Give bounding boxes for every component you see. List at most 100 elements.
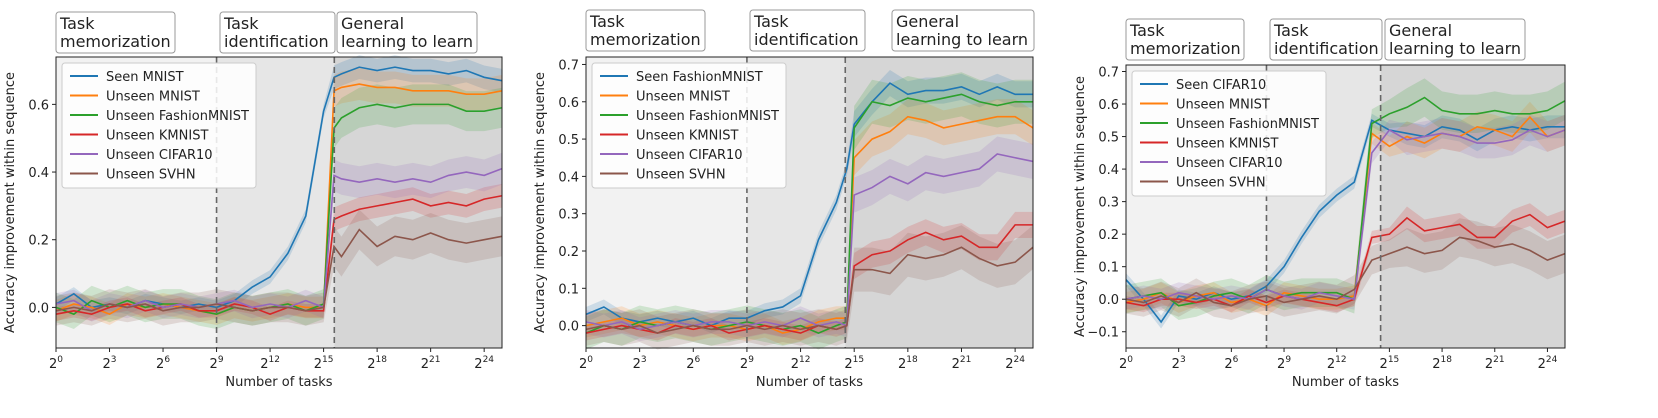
y-tick-label: 0.5 bbox=[558, 133, 579, 148]
phase-label-text: learning to learn bbox=[341, 32, 473, 51]
legend-entry: Unseen CIFAR10 bbox=[1176, 156, 1283, 171]
y-axis-label: Accuracy improvement within sequence bbox=[1073, 76, 1088, 337]
phase-label-box-1 bbox=[55, 11, 176, 54]
series-band-6 bbox=[586, 225, 1033, 350]
x-tick-label: 20 bbox=[579, 355, 593, 372]
x-tick-label: 23 bbox=[1172, 355, 1186, 372]
series-line-6 bbox=[585, 246, 1034, 334]
y-tick-label: 0.4 bbox=[558, 170, 579, 185]
x-tick-label: 26 bbox=[1224, 355, 1238, 372]
y-tick-label: 0.0 bbox=[558, 320, 579, 335]
series-band-1 bbox=[586, 70, 1033, 334]
y-tick-label: 0.6 bbox=[558, 96, 579, 111]
phase-label-text: Task bbox=[589, 12, 625, 31]
y-tick-label: 0.2 bbox=[558, 245, 579, 260]
x-tick-label: 221 bbox=[952, 355, 972, 372]
y-tick-label: 0.7 bbox=[558, 58, 579, 73]
phase-label-text: Task bbox=[1129, 21, 1165, 40]
legend-entry: Seen FashionMNIST bbox=[636, 70, 763, 85]
legend-entry: Unseen FashionMNIST bbox=[106, 109, 249, 124]
x-axis-label: Number of tasks bbox=[225, 375, 332, 390]
series-band-2 bbox=[56, 68, 502, 325]
legend-box bbox=[591, 62, 787, 189]
series-band-5 bbox=[586, 136, 1033, 342]
y-tick-label: 0.2 bbox=[28, 234, 49, 249]
phase-label-box-3 bbox=[1384, 18, 1526, 61]
phase-label-text: identification bbox=[224, 32, 329, 51]
y-tick-label: 0.3 bbox=[1098, 196, 1119, 211]
y-tick-label: 0.1 bbox=[1098, 261, 1119, 276]
x-tick-label: 221 bbox=[421, 355, 441, 372]
x-tick-label: 23 bbox=[633, 355, 647, 372]
x-tick-label: 215 bbox=[1380, 355, 1400, 372]
legend-entry: Unseen SVHN bbox=[636, 168, 726, 183]
x-tick-label: 221 bbox=[1485, 355, 1505, 372]
x-tick-label: 218 bbox=[1432, 355, 1452, 372]
y-tick-label: 0.0 bbox=[28, 301, 49, 316]
x-tick-label: 218 bbox=[367, 355, 387, 372]
phase-label-text: learning to learn bbox=[896, 30, 1028, 49]
legend-entry: Unseen MNIST bbox=[106, 90, 200, 105]
legend-entry: Unseen MNIST bbox=[1176, 98, 1270, 113]
series-line-6 bbox=[1125, 236, 1566, 307]
y-tick-label: 0.4 bbox=[1098, 163, 1119, 178]
legend-entry: Unseen KMNIST bbox=[106, 129, 208, 144]
legend-box bbox=[1131, 70, 1327, 197]
phase-label-text: Task bbox=[753, 12, 789, 31]
legend-entry: Unseen CIFAR10 bbox=[636, 148, 743, 163]
phase-label-box-2 bbox=[1269, 18, 1383, 61]
x-tick-label: 224 bbox=[1538, 355, 1558, 372]
x-tick-label: 212 bbox=[791, 355, 811, 372]
series-band-1 bbox=[56, 55, 502, 315]
series-band-4 bbox=[1126, 203, 1565, 313]
y-axis-label: Accuracy improvement within sequence bbox=[3, 72, 18, 333]
x-axis-label: Number of tasks bbox=[1292, 375, 1399, 390]
chart-panel-2: 0.0 0.1 0.2 0.3 0.4 0.5 0.6 0.7 20 23 26 29 212 215 21… bbox=[533, 9, 1035, 390]
phase-label-box-2 bbox=[219, 11, 336, 54]
x-axis-label: Number of tasks bbox=[756, 375, 863, 390]
phase-label-text: identification bbox=[1274, 39, 1379, 58]
series-band-2 bbox=[1126, 101, 1565, 317]
series-line-1 bbox=[585, 82, 1033, 327]
axes-frame bbox=[585, 56, 1034, 349]
legend-entry: Seen MNIST bbox=[106, 70, 184, 85]
y-tick-label: −0.1 bbox=[1087, 326, 1119, 341]
axes-frame bbox=[55, 56, 503, 349]
legend-entry: Seen CIFAR10 bbox=[1176, 78, 1266, 93]
chart-panel-3: −0.1 0.0 0.1 0.2 0.3 0.4 0.5 0.6 0.7 20 23 26 29 212 2… bbox=[1073, 18, 1566, 390]
x-tick-label: 212 bbox=[1327, 355, 1347, 372]
x-tick-label: 26 bbox=[156, 355, 170, 372]
series-line-3 bbox=[55, 103, 503, 316]
axes-frame bbox=[1125, 64, 1566, 349]
y-tick-label: 0.2 bbox=[1098, 228, 1119, 243]
x-tick-label: 29 bbox=[210, 355, 224, 372]
y-tick-label: 0.7 bbox=[1098, 66, 1119, 81]
x-tick-label: 218 bbox=[898, 355, 918, 372]
series-line-1 bbox=[1125, 119, 1565, 324]
series-line-2 bbox=[585, 115, 1034, 334]
y-tick-label: 0.3 bbox=[558, 208, 579, 223]
legend-entry: Unseen FashionMNIST bbox=[1176, 117, 1319, 132]
phase-label-text: identification bbox=[754, 30, 859, 49]
y-tick-label: 0.6 bbox=[1098, 98, 1119, 113]
phase-label-text: memorization bbox=[590, 30, 701, 49]
legend-entry: Unseen MNIST bbox=[636, 90, 730, 105]
x-tick-label: 215 bbox=[844, 355, 864, 372]
y-tick-label: 0.4 bbox=[28, 166, 49, 181]
phase-label-text: learning to learn bbox=[1389, 39, 1521, 58]
x-tick-label: 26 bbox=[686, 355, 700, 372]
phase-label-text: General bbox=[896, 12, 959, 31]
x-tick-label: 212 bbox=[260, 355, 280, 372]
y-tick-label: 0.5 bbox=[1098, 131, 1119, 146]
x-tick-label: 215 bbox=[314, 355, 334, 372]
series-band-5 bbox=[56, 152, 502, 322]
x-tick-label: 23 bbox=[103, 355, 117, 372]
x-tick-label: 29 bbox=[1277, 355, 1291, 372]
phase-label-text: Task bbox=[59, 14, 95, 33]
legend-entry: Unseen FashionMNIST bbox=[636, 109, 779, 124]
legend-entry: Unseen CIFAR10 bbox=[106, 148, 213, 163]
phase-label-box-3 bbox=[891, 9, 1035, 52]
y-tick-label: 0.0 bbox=[1098, 293, 1119, 308]
